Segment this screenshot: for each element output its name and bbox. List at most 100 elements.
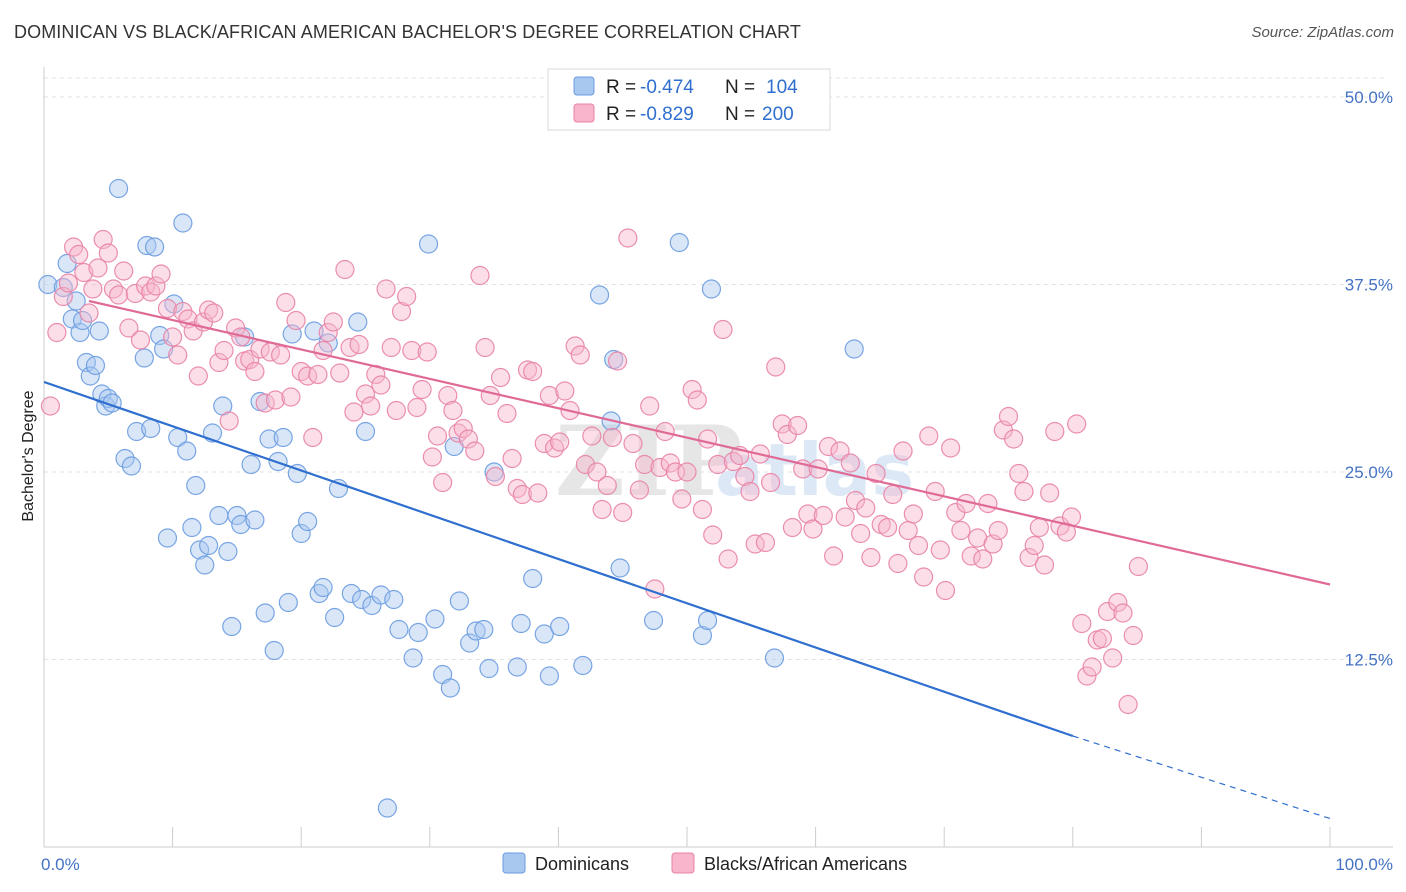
point-1-132 [735, 466, 755, 487]
point-1-155 [856, 498, 876, 518]
legend-r-label-1: R = [606, 104, 636, 125]
point-1-96 [544, 438, 565, 458]
point-1-97 [550, 432, 570, 452]
point-1-86 [490, 367, 511, 388]
point-1-122 [682, 379, 702, 400]
point-1-204 [1113, 603, 1133, 623]
point-0-65 [355, 421, 376, 442]
point-1-188 [1029, 517, 1049, 538]
axes [43, 67, 1393, 848]
point-1-148 [818, 436, 839, 457]
point-1-160 [883, 484, 903, 505]
point-1-45 [276, 292, 296, 313]
point-1-81 [465, 441, 485, 461]
point-1-72 [417, 342, 437, 362]
point-1-16 [125, 283, 145, 304]
point-1-112 [629, 480, 650, 500]
point-1-134 [745, 534, 765, 554]
point-0-0 [38, 274, 58, 295]
point-1-73 [422, 447, 442, 467]
point-1-90 [512, 484, 532, 505]
point-0-69 [384, 589, 404, 610]
point-1-152 [840, 453, 860, 473]
point-0-88 [539, 666, 559, 686]
point-1-19 [141, 282, 161, 302]
point-1-119 [665, 462, 686, 482]
y-tick-label-3: 50.0% [1345, 88, 1393, 107]
point-0-38 [218, 541, 238, 562]
point-0-18 [126, 421, 147, 442]
point-0-58 [313, 577, 333, 598]
point-1-105 [592, 499, 612, 520]
point-1-38 [240, 349, 260, 370]
point-1-144 [798, 504, 818, 524]
point-1-6 [74, 262, 94, 283]
legend-n-value-1: 200 [762, 104, 794, 125]
point-1-165 [908, 535, 929, 556]
point-1-138 [766, 357, 786, 377]
point-1-111 [623, 433, 643, 454]
point-0-79 [460, 633, 480, 653]
point-1-82 [470, 265, 490, 286]
point-1-66 [386, 400, 406, 421]
point-1-46 [281, 387, 301, 407]
trend-lines [43, 299, 1331, 820]
y-tick-label-0: 12.5% [1345, 651, 1393, 670]
point-1-151 [835, 507, 855, 527]
point-0-6 [72, 310, 93, 331]
point-1-136 [755, 532, 776, 553]
point-1-166 [914, 567, 934, 587]
point-1-202 [1103, 648, 1123, 668]
point-0-97 [692, 625, 713, 646]
point-1-190 [1040, 483, 1060, 503]
point-1-83 [475, 337, 495, 358]
point-1-114 [640, 396, 660, 416]
point-0-4 [66, 291, 86, 311]
point-1-183 [1004, 429, 1024, 449]
point-0-39 [222, 616, 242, 637]
point-1-77 [443, 400, 463, 421]
point-1-92 [523, 361, 543, 382]
point-0-22 [144, 237, 165, 257]
legend-n-label-0: N = [725, 77, 755, 98]
point-1-79 [453, 418, 473, 439]
point-1-88 [502, 448, 522, 469]
point-0-91 [589, 285, 610, 305]
legend: R = -0.474 N = 104 R = -0.829 N = 200 [547, 68, 831, 131]
point-1-9 [88, 258, 108, 278]
point-1-39 [245, 361, 265, 382]
point-1-43 [265, 390, 286, 410]
point-0-90 [573, 655, 593, 676]
point-1-18 [135, 276, 156, 296]
point-1-80 [458, 429, 478, 449]
point-1-69 [402, 340, 422, 361]
point-1-87 [497, 403, 517, 424]
point-1-196 [1072, 613, 1092, 634]
trend-line-ext-0 [1072, 735, 1331, 820]
point-1-54 [323, 312, 343, 332]
point-1-142 [787, 415, 808, 436]
point-1-184 [1009, 463, 1029, 484]
point-1-59 [349, 334, 369, 355]
point-1-8 [83, 279, 103, 299]
point-1-182 [998, 406, 1019, 427]
bottom-legend-swatch-dominicans [502, 852, 526, 874]
point-1-23 [163, 327, 183, 347]
point-1-65 [381, 337, 401, 358]
point-0-84 [507, 657, 527, 677]
point-1-55 [330, 363, 350, 383]
point-1-89 [507, 478, 527, 499]
point-1-108 [607, 351, 628, 371]
series-blacks [40, 228, 1148, 715]
point-1-101 [570, 345, 590, 365]
trend-line-1 [88, 299, 1331, 586]
point-1-102 [575, 454, 596, 475]
point-0-5 [70, 322, 90, 343]
point-0-86 [523, 568, 543, 589]
point-1-110 [618, 228, 638, 248]
chart-title: DOMINICAN VS BLACK/AFRICAN AMERICAN BACH… [14, 22, 802, 42]
point-1-60 [355, 384, 376, 404]
point-0-8 [80, 366, 100, 386]
point-1-171 [941, 438, 961, 458]
point-1-173 [951, 520, 971, 541]
